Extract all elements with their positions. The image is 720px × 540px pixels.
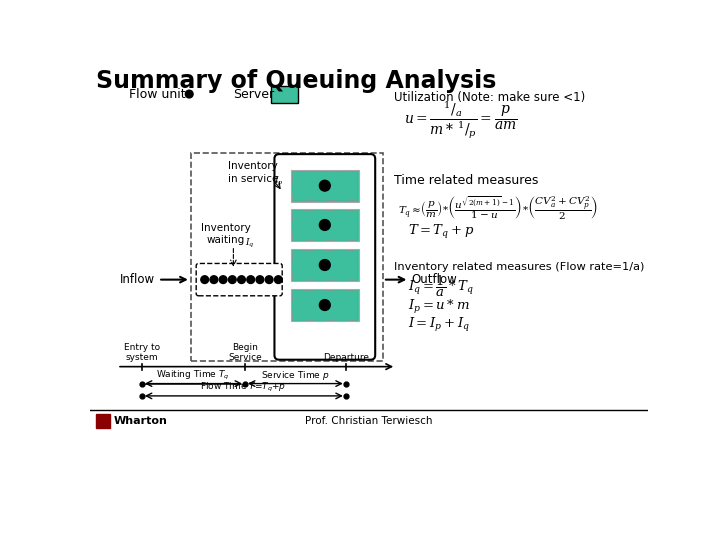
Circle shape <box>320 300 330 310</box>
Text: $I_p = u*m$: $I_p = u*m$ <box>408 298 469 316</box>
Circle shape <box>320 260 330 271</box>
Text: Outflow: Outflow <box>412 273 457 286</box>
Circle shape <box>228 276 236 284</box>
FancyBboxPatch shape <box>291 209 359 241</box>
Circle shape <box>320 220 330 231</box>
Text: Utilization (Note: make sure <1): Utilization (Note: make sure <1) <box>394 91 585 104</box>
Circle shape <box>274 276 282 284</box>
Text: Service Time $p$: Service Time $p$ <box>261 369 330 382</box>
Circle shape <box>210 276 217 284</box>
Text: $T = T_q + p$: $T = T_q + p$ <box>408 223 474 241</box>
Text: Inventory related measures (Flow rate=1/a): Inventory related measures (Flow rate=1/… <box>394 262 644 272</box>
Text: Flow Time $T$=$T_q$+$p$: Flow Time $T$=$T_q$+$p$ <box>200 381 287 394</box>
Text: Waiting Time $T_q$: Waiting Time $T_q$ <box>156 369 230 382</box>
Text: $I_p$: $I_p$ <box>274 176 284 188</box>
FancyBboxPatch shape <box>196 264 282 296</box>
Text: Summary of Queuing Analysis: Summary of Queuing Analysis <box>96 69 497 93</box>
Text: Flow unit: Flow unit <box>129 87 185 100</box>
Circle shape <box>238 276 246 284</box>
Text: $T_q\approx\!\left(\dfrac{p}{m}\right)\!*\!\left(\dfrac{u^{\sqrt{2(m+1)}-1}}{1-u: $T_q\approx\!\left(\dfrac{p}{m}\right)\!… <box>398 194 598 221</box>
Circle shape <box>201 276 209 284</box>
Text: Server: Server <box>233 87 274 100</box>
Text: $u = \dfrac{^{1}/_{a}}{m*\,^{1}/_{p}} = \dfrac{p}{am}$: $u = \dfrac{^{1}/_{a}}{m*\,^{1}/_{p}} = … <box>404 99 518 141</box>
FancyBboxPatch shape <box>291 289 359 321</box>
Text: Begin
Service: Begin Service <box>228 342 262 362</box>
Text: Prof. Christian Terwiesch: Prof. Christian Terwiesch <box>305 416 433 426</box>
Text: Time related measures: Time related measures <box>394 174 538 187</box>
Circle shape <box>185 90 193 98</box>
FancyBboxPatch shape <box>96 414 110 428</box>
Text: $I_q$: $I_q$ <box>245 237 254 250</box>
Text: Departure: Departure <box>323 353 369 362</box>
FancyBboxPatch shape <box>291 249 359 281</box>
Circle shape <box>320 180 330 191</box>
Text: $I_q = \dfrac{1}{a}*T_q$: $I_q = \dfrac{1}{a}*T_q$ <box>408 274 474 299</box>
Text: Entry to
system: Entry to system <box>124 342 160 362</box>
Circle shape <box>247 276 255 284</box>
Circle shape <box>265 276 273 284</box>
Circle shape <box>219 276 227 284</box>
FancyBboxPatch shape <box>291 170 359 202</box>
Text: Wharton: Wharton <box>113 416 167 426</box>
FancyBboxPatch shape <box>271 85 297 103</box>
Text: $I = I_p + I_q$: $I = I_p + I_q$ <box>408 316 469 334</box>
Text: Inventory
in service: Inventory in service <box>228 161 278 184</box>
Circle shape <box>256 276 264 284</box>
Text: Inventory
waiting: Inventory waiting <box>201 223 251 245</box>
Text: Inflow: Inflow <box>120 273 155 286</box>
